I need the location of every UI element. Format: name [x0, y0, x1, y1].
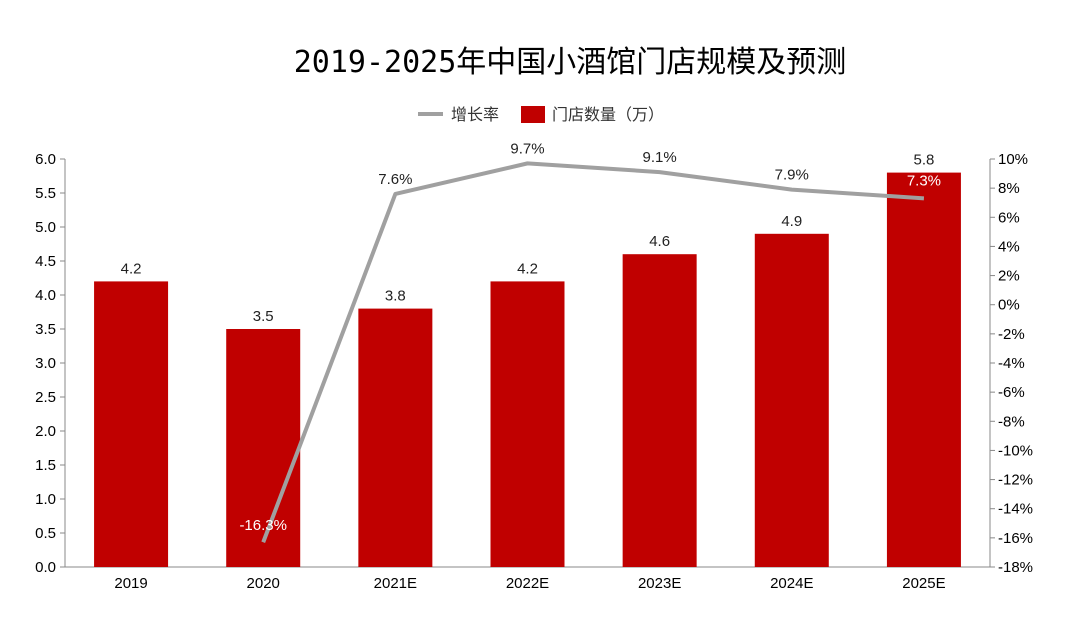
left-tick-label: 2.5	[35, 389, 56, 406]
left-tick-label: 0.0	[35, 559, 56, 576]
right-tick-label: -16%	[998, 530, 1033, 547]
growth-value-label: 9.7%	[510, 140, 544, 157]
bar	[226, 329, 301, 567]
left-tick-label: 0.5	[35, 525, 56, 542]
bar	[886, 172, 961, 567]
right-tick-label: 4%	[998, 238, 1020, 255]
bar	[754, 233, 829, 568]
x-tick-label: 2019	[114, 575, 147, 592]
right-tick-label: -4%	[998, 355, 1025, 372]
left-tick-label: 1.5	[35, 457, 56, 474]
right-tick-label: -12%	[998, 472, 1033, 489]
bar	[94, 281, 169, 567]
bar-value-label: 4.6	[649, 233, 670, 250]
bar-value-label: 3.5	[253, 308, 274, 325]
x-tick-label: 2025E	[902, 575, 945, 592]
x-tick-label: 2020	[247, 575, 280, 592]
right-tick-label: 8%	[998, 180, 1020, 197]
legend-label-stores: 门店数量（万）	[552, 106, 664, 124]
right-tick-label: -18%	[998, 559, 1033, 576]
left-tick-label: 6.0	[35, 151, 56, 168]
right-tick-label: -8%	[998, 413, 1025, 430]
legend-label-growth: 增长率	[451, 106, 499, 124]
legend: 增长率 门店数量（万）	[418, 106, 664, 124]
bar	[490, 281, 565, 567]
growth-value-label: 7.6%	[378, 171, 412, 188]
right-tick-label: -10%	[998, 442, 1033, 459]
left-tick-label: 2.0	[35, 423, 56, 440]
x-tick-label: 2023E	[638, 575, 681, 592]
bar-value-label: 5.8	[913, 152, 934, 169]
left-tick-label: 3.5	[35, 321, 56, 338]
growth-value-label: -16.3%	[239, 517, 287, 534]
bar-value-label: 4.9	[781, 213, 802, 230]
chart-title: 2019-2025年中国小酒馆门店规模及预测	[294, 45, 847, 80]
growth-value-label: 9.1%	[643, 149, 677, 166]
growth-value-label: 7.9%	[775, 167, 809, 184]
bar-value-label: 4.2	[517, 260, 538, 277]
legend-bar-swatch	[521, 106, 545, 123]
left-tick-label: 5.0	[35, 219, 56, 236]
right-tick-label: 0%	[998, 297, 1020, 314]
right-tick-label: 10%	[998, 151, 1028, 168]
left-tick-label: 3.0	[35, 355, 56, 372]
x-tick-label: 2021E	[374, 575, 417, 592]
right-tick-label: 6%	[998, 209, 1020, 226]
bar-value-label: 4.2	[121, 260, 142, 277]
growth-value-label: 7.3%	[907, 172, 941, 189]
x-tick-label: 2022E	[506, 575, 549, 592]
left-tick-label: 5.5	[35, 185, 56, 202]
right-tick-label: -2%	[998, 326, 1025, 343]
bar-value-label: 3.8	[385, 288, 406, 305]
right-tick-label: -6%	[998, 384, 1025, 401]
right-tick-label: 2%	[998, 268, 1020, 285]
left-tick-label: 4.5	[35, 253, 56, 270]
growth-line	[261, 161, 925, 543]
x-tick-label: 2024E	[770, 575, 813, 592]
right-tick-label: -14%	[998, 501, 1033, 518]
bar	[358, 308, 433, 567]
bar	[622, 254, 697, 567]
left-tick-label: 4.0	[35, 287, 56, 304]
left-tick-label: 1.0	[35, 491, 56, 508]
